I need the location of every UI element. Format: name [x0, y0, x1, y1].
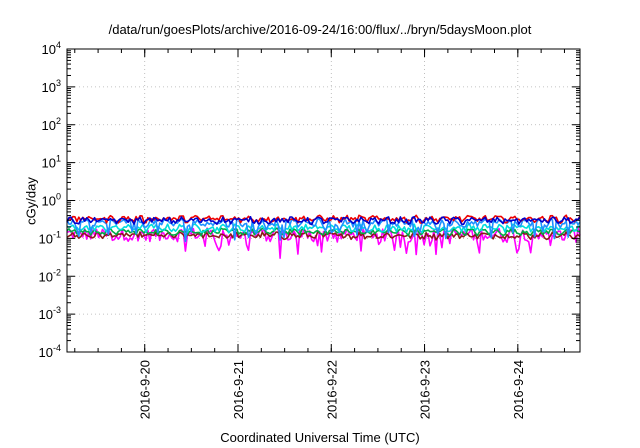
series-line — [66, 231, 581, 241]
y-tick-label: 10-2 — [39, 267, 61, 284]
y-tick-label: 10-4 — [39, 343, 61, 360]
x-tick-label: 2016-9-23 — [418, 360, 433, 419]
series-line — [66, 227, 581, 237]
y-tick-label: 10-3 — [39, 305, 61, 322]
x-axis-label: Coordinated Universal Time (UTC) — [220, 430, 420, 445]
y-tick-label: 101 — [42, 154, 61, 171]
x-tick-label: 2016-9-22 — [324, 360, 339, 419]
y-tick-label: 103 — [42, 78, 61, 95]
y-tick-label: 100 — [42, 192, 61, 209]
y-tick-label: 10-1 — [39, 229, 61, 246]
tick-layer: 10-4 10-3 10-2 10-1 100 101 102 103 104 2016-9-20… — [39, 40, 580, 419]
x-tick-label: 2016-9-21 — [231, 360, 246, 419]
x-tick-label: 2016-9-24 — [511, 360, 526, 419]
chart-title: /data/run/goesPlots/archive/2016-09-24/1… — [108, 22, 532, 37]
y-tick-label: 104 — [42, 40, 61, 57]
x-tick-label: 2016-9-20 — [138, 360, 153, 419]
y-tick-label: 102 — [42, 116, 61, 133]
series-line — [66, 216, 581, 226]
grid-layer — [67, 49, 580, 352]
series-layer — [66, 214, 581, 259]
